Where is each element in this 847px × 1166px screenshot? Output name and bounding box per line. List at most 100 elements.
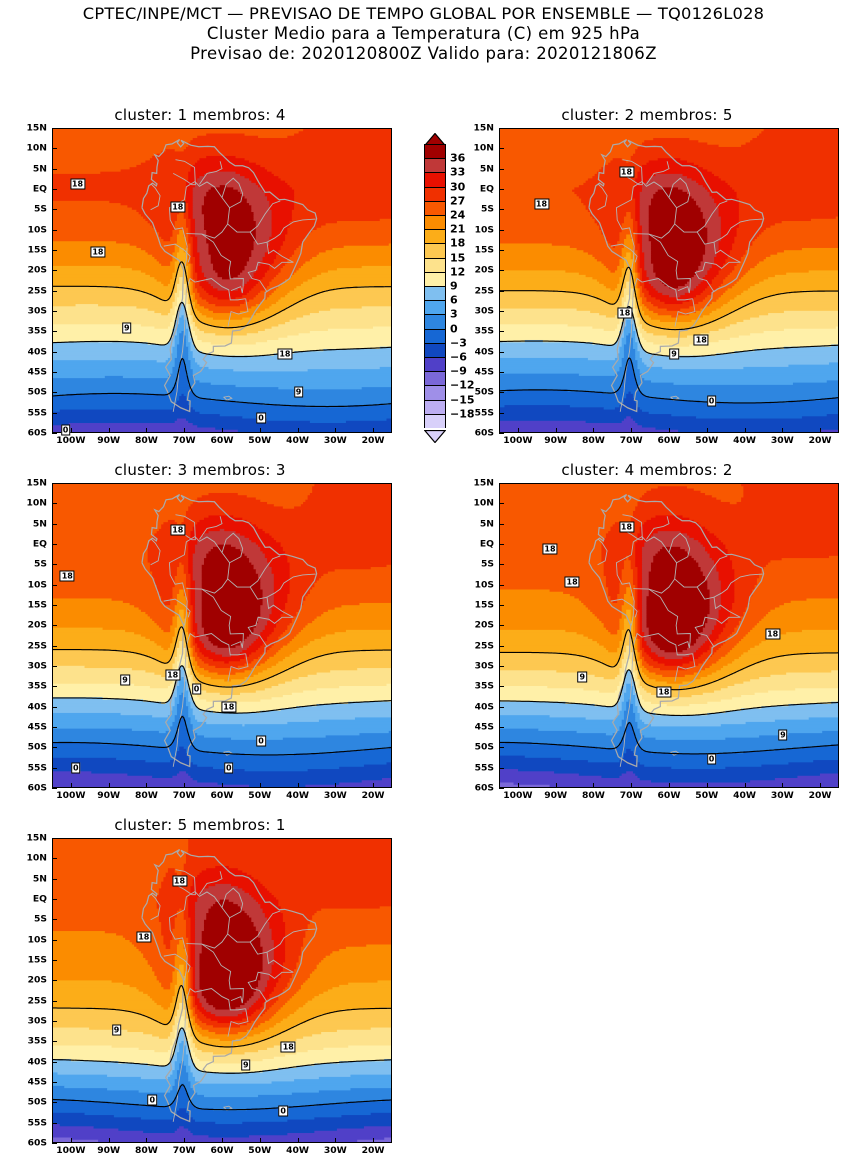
contour-value-label: 18 (59, 570, 75, 582)
x-axis-tick (335, 783, 337, 788)
y-axis-tick-label: 30S (27, 660, 47, 672)
panel-cluster-3[interactable]: cluster: 3 membros: 3 15N 10N 5N EQ 5S 10S 15S… (0, 461, 400, 811)
x-axis-tick (555, 783, 557, 788)
contour-value-label: 0 (60, 424, 71, 436)
y-axis-tick-label: 50S (27, 386, 47, 398)
y-axis-tick (52, 483, 57, 484)
panel-title: cluster: 2 membros: 5 (561, 106, 733, 124)
x-axis-tick (631, 428, 633, 433)
colorbar-tick-label: −6 (450, 350, 467, 364)
map-area[interactable]: 15N 10N 5N EQ 5S 10S 15S 20S 25S 30S 35S 40S 45S 50S 5… (474, 478, 839, 801)
header-line-1: CPTEC/INPE/MCT — PREVISAO DE TEMPO GLOBA… (82, 4, 765, 23)
y-axis-tick (52, 747, 57, 749)
y-axis-tick (52, 290, 57, 292)
contour-value-label: 18 (618, 521, 635, 533)
x-axis-tick (70, 1138, 72, 1143)
y-axis-tick (52, 625, 57, 627)
y-axis-tick-label: 50S (27, 741, 47, 753)
panel-cluster-5[interactable]: cluster: 5 membros: 1 15N 10N 5N EQ 5S 10S 15S… (0, 816, 400, 1166)
y-axis-tick-label: 5N (32, 518, 47, 530)
x-axis-tick-label: 80W (581, 790, 605, 801)
panel-cluster-1[interactable]: cluster: 1 membros: 4 15N 10N 5N EQ 5S 10S 15S… (0, 106, 400, 456)
x-axis-tick-label: 70W (172, 790, 196, 801)
panel-cluster-2[interactable]: cluster: 2 membros: 5 15N 10N 5N EQ 5S 10S 15S… (447, 106, 847, 456)
y-axis-tick-label: 10N (473, 142, 494, 154)
y-axis-tick-label: 5N (32, 873, 47, 885)
x-axis-tick-label: 20W (361, 1145, 385, 1156)
y-axis-tick-label: 40S (474, 346, 494, 358)
contour-value-label: 18 (533, 198, 550, 210)
y-axis-tick-label: 15N (473, 477, 494, 489)
y-axis-tick (52, 605, 57, 606)
y-axis-tick (52, 1021, 57, 1022)
y-axis-tick (499, 483, 504, 484)
y-axis-tick (52, 1143, 57, 1144)
x-axis-tick (259, 783, 261, 788)
y-axis-tick (52, 128, 57, 129)
x-axis-tick (744, 428, 746, 433)
x-axis-tick-label: 20W (361, 435, 385, 446)
contour-value-label: 18 (693, 334, 709, 346)
contour-map (52, 128, 392, 433)
x-axis-tick-label: 50W (248, 435, 272, 446)
y-axis-tick (52, 392, 57, 394)
y-axis-tick (52, 372, 57, 373)
chart-header: CPTEC/INPE/MCT — PREVISAO DE TEMPO GLOBA… (0, 4, 847, 64)
y-axis-tick (52, 1082, 57, 1083)
colorbar-arrow-max (423, 131, 447, 147)
y-axis-tick (52, 148, 57, 150)
contour-value-label: 18 (564, 576, 580, 588)
contour-value-label: 0 (224, 762, 234, 774)
y-axis-tick-label: 45S (27, 366, 47, 378)
y-axis-tick (52, 727, 57, 728)
y-axis-tick (52, 686, 57, 688)
contour-value-label: 18 (656, 686, 672, 698)
contour-value-label: 18 (277, 348, 293, 360)
contour-value-label: 18 (617, 307, 633, 319)
panel-cluster-4[interactable]: cluster: 4 membros: 2 15N 10N 5N EQ 5S 10S 15S… (447, 461, 847, 811)
y-axis-tick (52, 584, 57, 586)
y-axis-tick (52, 767, 57, 769)
y-axis-tick (52, 229, 57, 231)
x-axis-tick (184, 1138, 186, 1143)
y-axis-tick (52, 838, 57, 839)
y-axis-tick (499, 392, 504, 394)
y-axis-tick-label: 20S (27, 619, 47, 631)
x-axis-tick-label: 30W (323, 1145, 347, 1156)
y-axis-tick (52, 1102, 57, 1104)
y-axis-tick (52, 1041, 57, 1043)
map-area[interactable]: 15N 10N 5N EQ 5S 10S 15S 20S 25S 30S 35S 40S 45S 50S 5… (474, 123, 839, 446)
x-axis-tick (669, 783, 670, 788)
y-axis-tick-label: 10N (26, 852, 47, 864)
contour-value-label: 9 (293, 386, 304, 398)
map-area[interactable]: 15N 10N 5N EQ 5S 10S 15S 20S 25S 30S 35S 40S 45S 50S 5… (27, 833, 392, 1156)
colorbar-tick-label: 0 (450, 322, 458, 336)
x-axis-tick-label: 80W (134, 1145, 158, 1156)
x-axis-tick (782, 428, 784, 433)
y-axis-tick-label: 15N (473, 122, 494, 134)
y-axis-tick-label: 10S (27, 224, 47, 236)
x-axis-tick (70, 428, 72, 433)
colorbar-tick-label: 24 (450, 208, 466, 222)
y-axis-tick-label: 35S (27, 325, 47, 337)
y-axis-tick (52, 980, 57, 982)
colorbar-segment (424, 271, 446, 286)
contour-value-label: 18 (170, 524, 186, 536)
contour-map (52, 838, 392, 1143)
y-axis-tick-label: 15S (27, 244, 47, 256)
map-area[interactable]: 15N 10N 5N EQ 5S 10S 15S 20S 25S 30S 35S 40S 45S 50S 5… (27, 478, 392, 801)
x-axis-tick (744, 783, 746, 788)
x-axis-tick-label: 30W (323, 435, 347, 446)
y-axis-tick (499, 544, 504, 545)
colorbar-segment (424, 314, 446, 329)
y-axis-tick (52, 564, 57, 566)
y-axis-tick (499, 523, 504, 525)
y-axis-tick (499, 270, 504, 272)
map-area[interactable]: 15N 10N 5N EQ 5S 10S 15S 20S 25S 30S 35S 40S 45S 50S 5… (27, 123, 392, 446)
y-axis-tick-label: 25S (27, 995, 47, 1007)
contour-value-label: 18 (618, 166, 635, 178)
colorbar-segment (424, 328, 446, 343)
contour-value-label: 0 (191, 683, 202, 695)
contour-value-label: 9 (122, 322, 132, 334)
colorbar-segment (424, 413, 446, 428)
